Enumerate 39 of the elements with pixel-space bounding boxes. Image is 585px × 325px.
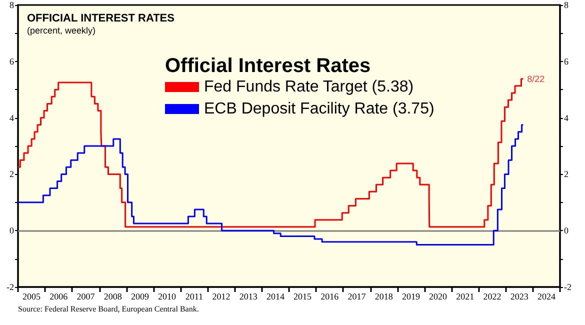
x-tick-label: 2008 [104, 292, 122, 302]
text: (percent, weekly) [27, 26, 96, 36]
x-tick-label: 2021 [456, 292, 474, 302]
x-tick-label: 2024 [537, 292, 556, 302]
x-tick-label: 2019 [402, 292, 420, 302]
x-tick-label: 2023 [510, 292, 529, 302]
annotation: 8/22 [527, 74, 545, 84]
y-tick-label: 8 [10, 0, 14, 10]
y2-tick-label: -2 [564, 282, 572, 292]
y2-tick-label: 8 [564, 0, 569, 10]
x-tick-label: 2020 [429, 292, 448, 302]
x-tick-label: 2022 [483, 292, 502, 302]
text: OFFICIAL INTEREST RATES [27, 12, 174, 24]
y-tick-label: 4 [10, 112, 14, 123]
y2-tick-label: 6 [564, 56, 569, 66]
x-tick-label: 2013 [239, 292, 258, 302]
y2-tick-label: 0 [564, 226, 569, 236]
x-tick-label: 2014 [266, 292, 285, 302]
x-tick-label: 2016 [320, 292, 340, 302]
x-tick-label: 2018 [374, 292, 394, 302]
x-tick-label: 2006 [50, 292, 68, 302]
legend-title: Official Interest Rates [165, 55, 371, 77]
x-tick-label: 2012 [212, 292, 230, 302]
y-tick-label: 2 [10, 169, 14, 180]
x-tick-label: 2007 [76, 292, 96, 302]
x-tick-label: 2010 [158, 292, 177, 302]
source-note: Source: Federal Reserve Board, European Central Bank. [18, 304, 199, 314]
y2-tick-label: 4 [564, 112, 569, 123]
x-tick-label: 2017 [348, 292, 366, 302]
x-tick-label: 2005 [22, 292, 42, 302]
y-tick-label: -2 [6, 282, 14, 292]
x-tick-label: 2015 [294, 292, 312, 302]
legend-label: Fed Funds Rate Target (5.38) [204, 78, 414, 96]
y-tick-label: 6 [10, 56, 14, 66]
x-tick-label: 2009 [130, 292, 150, 302]
legend-label: ECB Deposit Facility Rate (3.75) [204, 100, 434, 118]
y2-tick-label: 2 [564, 169, 568, 180]
y-tick-label: 0 [10, 226, 14, 236]
x-tick-label: 2011 [185, 292, 203, 302]
